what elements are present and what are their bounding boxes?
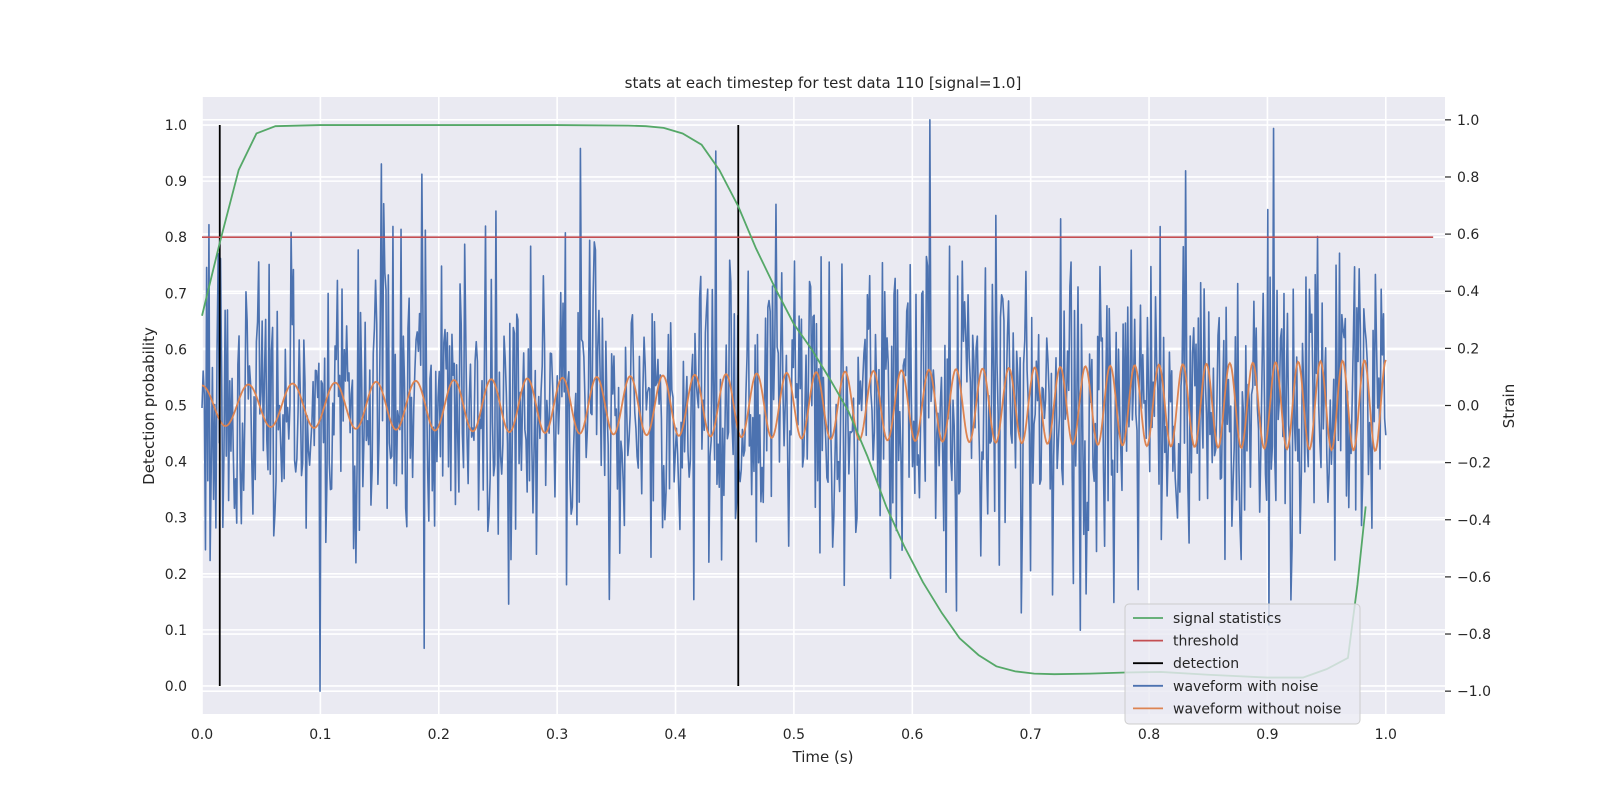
y-tick-label: 0.4 — [165, 455, 187, 471]
y-tick-label: 0.1 — [165, 623, 187, 639]
y2-tick-label: −1.0 — [1457, 684, 1491, 700]
x-axis-label: Time (s) — [792, 748, 854, 766]
y-tick-label: 0.3 — [165, 511, 187, 527]
x-tick-label: 0.7 — [1020, 727, 1042, 743]
x-tick-label: 0.9 — [1256, 727, 1278, 743]
x-tick-label: 0.0 — [191, 727, 213, 743]
legend: signal statistics threshold detection wavef… — [1124, 603, 1361, 725]
y-tick-label: 0.8 — [165, 230, 187, 246]
y-axis-ticks: 0.0 0.1 0.2 0.3 0.4 0.5 0.6 0.7 0.8 0.9 1.0 — [165, 118, 187, 695]
y2-tick-label: 1.0 — [1457, 113, 1479, 129]
y2-tick-label: 0.2 — [1457, 341, 1479, 357]
y2-tick-label: 0.0 — [1457, 399, 1479, 415]
y2-tick-label: 0.8 — [1457, 170, 1479, 186]
legend-label: detection — [1173, 656, 1239, 672]
y2-tick-label: −0.8 — [1457, 627, 1491, 643]
y-axis-label: Detection probability — [140, 327, 158, 485]
series-waveform-without-noise — [201, 359, 1387, 453]
x-tick-label: 0.3 — [546, 727, 568, 743]
y2-tick-label: 0.4 — [1457, 284, 1479, 300]
series-waveform-with-noise — [201, 119, 1387, 692]
y-tick-label: 0.2 — [165, 567, 187, 583]
y-tick-label: 0.0 — [165, 679, 187, 695]
legend-label: threshold — [1173, 634, 1239, 650]
x-tick-label: 0.1 — [309, 727, 331, 743]
legend-label: signal statistics — [1173, 611, 1281, 627]
legend-label: waveform without noise — [1173, 701, 1341, 717]
y-tick-label: 0.7 — [165, 286, 187, 302]
x-tick-label: 0.4 — [664, 727, 686, 743]
x-tick-label: 1.0 — [1375, 727, 1397, 743]
y2-axis-ticks: −1.0 −0.8 −0.6 −0.4 −0.2 0.0 0.2 0.4 0.6 0.8 1.0 — [1445, 113, 1491, 700]
y2-tick-label: −0.4 — [1457, 513, 1491, 529]
y-tick-label: 1.0 — [165, 118, 187, 134]
y-tick-label: 0.6 — [165, 342, 187, 358]
legend-label: waveform with noise — [1173, 679, 1318, 695]
y-tick-label: 0.5 — [165, 399, 187, 415]
chart-title: stats at each timestep for test data 110… — [625, 74, 1022, 92]
x-tick-label: 0.5 — [783, 727, 805, 743]
legend-box — [1124, 603, 1361, 725]
x-tick-label: 0.2 — [428, 727, 450, 743]
y2-tick-label: −0.2 — [1457, 456, 1491, 472]
x-tick-label: 0.6 — [901, 727, 923, 743]
x-tick-label: 0.8 — [1138, 727, 1160, 743]
y2-tick-label: 0.6 — [1457, 227, 1479, 243]
y2-axis-label: Strain — [1500, 384, 1518, 428]
y2-tick-label: −0.6 — [1457, 570, 1491, 586]
x-axis-ticks: 0.0 0.1 0.2 0.3 0.4 0.5 0.6 0.7 0.8 0.9 1.0 — [191, 727, 1397, 743]
y-tick-label: 0.9 — [165, 174, 187, 190]
